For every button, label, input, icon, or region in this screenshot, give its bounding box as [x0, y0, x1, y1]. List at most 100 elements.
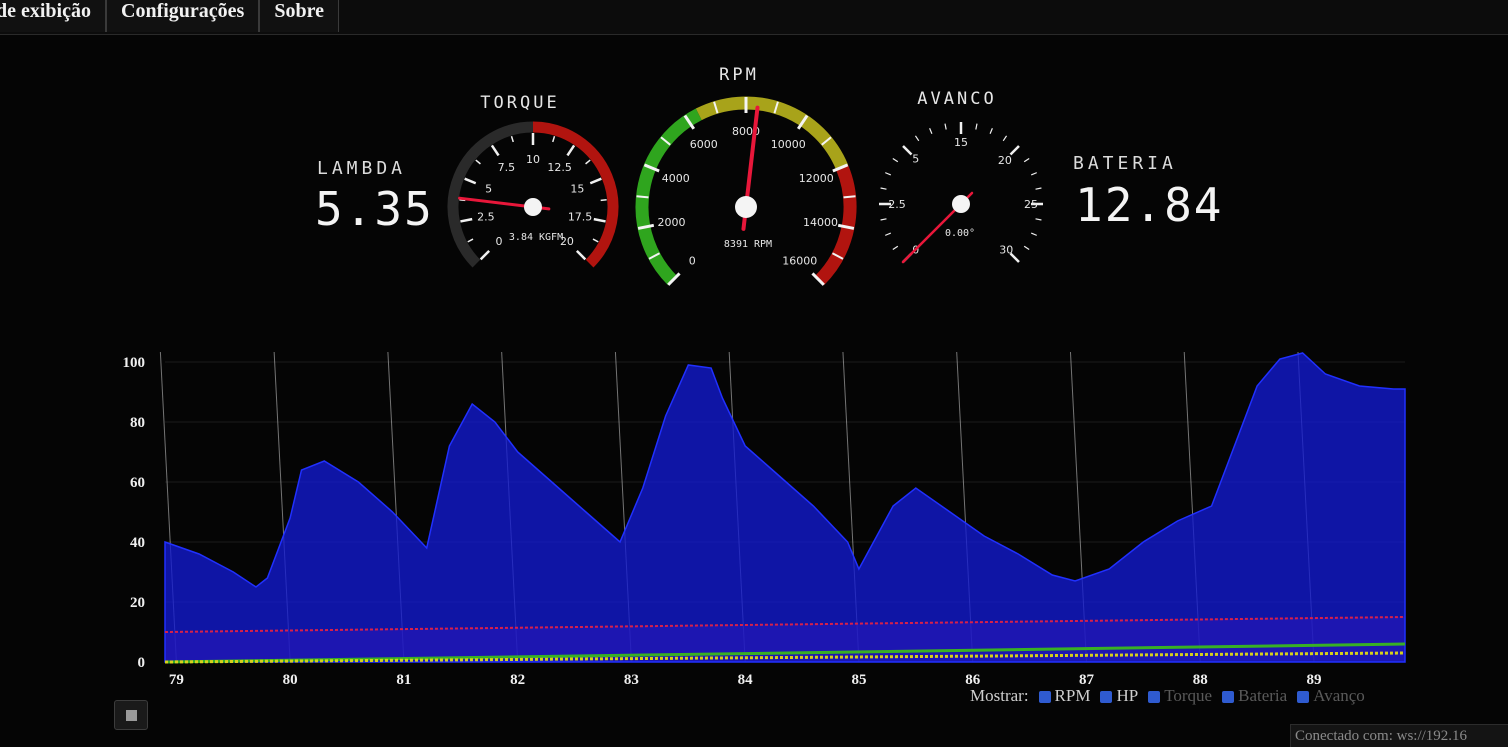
rpm-tick	[637, 223, 655, 230]
avanco-tick	[1035, 218, 1042, 221]
avanco-tick	[1030, 172, 1037, 176]
avanco-tick	[885, 172, 892, 176]
avanco-tick	[1035, 187, 1042, 190]
avanco-needle-low	[901, 202, 963, 264]
avanco-tick	[1009, 252, 1020, 263]
torque-tick	[490, 144, 500, 157]
torque-tick	[589, 177, 602, 185]
tab-bar: de exibição Configurações Sobre	[0, 0, 1508, 35]
rpm-gauge: RPM 020004000600080001000012000140001600…	[635, 65, 857, 286]
torque-tick-label: 10	[526, 153, 540, 166]
torque-tick	[566, 144, 576, 157]
legend-torque-checkbox[interactable]	[1148, 691, 1161, 703]
rpm-tick	[837, 223, 855, 230]
avanco-tick	[880, 187, 887, 190]
legend-avanco-checkbox[interactable]	[1297, 691, 1310, 703]
rpm-tick	[843, 195, 856, 199]
rpm-tick	[660, 136, 671, 146]
tab-settings[interactable]: Configurações	[106, 0, 260, 32]
x-tick-label: 87	[1079, 672, 1095, 688]
avanco-tick-label: 25	[1024, 198, 1038, 211]
lambda-label: LAMBDA	[317, 158, 407, 179]
avanco-tick-label: 15	[954, 136, 968, 149]
x-tick-label: 86	[965, 672, 981, 688]
avanco-tick	[1030, 232, 1037, 236]
torque-tick-label: 20	[560, 235, 574, 248]
torque-arc-track	[447, 121, 534, 268]
avanco-readout: 0.00°	[945, 228, 975, 239]
rpm-tick-label: 10000	[771, 138, 806, 151]
connection-status: Conectado com: ws://192.16	[1290, 724, 1508, 747]
torque-ticks: 02.5 5 7.5 10 12.5 15 17.5 20	[459, 133, 607, 261]
x-tick-label: 89	[1306, 672, 1321, 688]
x-tick-label: 88	[1193, 672, 1208, 688]
avanco-tick	[1002, 135, 1008, 142]
rpm-tick-label: 4000	[662, 172, 690, 185]
x-tick-label: 85	[851, 672, 866, 688]
rpm-readout: 8391 RPM	[724, 239, 772, 250]
torque-tick	[592, 238, 599, 243]
legend-hp-checkbox[interactable]	[1100, 691, 1113, 703]
tab-about[interactable]: Sobre	[259, 0, 339, 32]
legend-bateria-checkbox[interactable]	[1222, 691, 1235, 703]
legend-rpm-checkbox[interactable]	[1038, 691, 1051, 703]
rpm-arc-yellow	[695, 96, 849, 170]
avanco-tick-label: 2.5	[888, 198, 906, 211]
rpm-tick	[667, 272, 681, 286]
rpm-tick	[773, 101, 779, 114]
x-tick-label: 84	[738, 672, 754, 688]
legend-prefix: Mostrar:	[970, 686, 1029, 705]
torque-tick-label: 2.5	[477, 210, 495, 223]
x-tick-label: 79	[169, 672, 184, 688]
torque-tick	[593, 217, 606, 223]
avanco-tick	[914, 135, 920, 142]
torque-tick	[479, 249, 491, 261]
rpm-tick-label: 14000	[803, 216, 838, 229]
torque-tick-label: 7.5	[498, 161, 516, 174]
rpm-tick-label: 6000	[690, 138, 718, 151]
avanco-tick	[989, 128, 993, 135]
rpm-tick	[832, 163, 849, 173]
tab-display[interactable]: de exibição	[0, 0, 106, 32]
rpm-arc-green	[635, 108, 702, 286]
lambda-value: 5.35	[315, 182, 434, 236]
torque-tick-label: 5	[485, 183, 492, 196]
avanco-tick	[1023, 157, 1030, 163]
y-tick-label: 20	[130, 595, 145, 611]
rpm-tick	[648, 252, 661, 260]
x-tick-label: 81	[396, 672, 411, 688]
y-tick-label: 40	[130, 535, 145, 551]
bateria-label: BATERIA	[1073, 153, 1177, 174]
stop-icon	[125, 709, 137, 721]
stop-button[interactable]	[114, 700, 148, 730]
rpm-tick-label: 16000	[782, 255, 817, 268]
avanco-tick	[944, 123, 947, 130]
legend-avanco-label: Avanço	[1313, 686, 1365, 705]
series-torque-line	[164, 651, 1406, 664]
rpm-tick	[683, 114, 696, 130]
avanco-tick	[880, 218, 887, 221]
rpm-tick	[811, 272, 825, 286]
rpm-tick	[821, 136, 832, 146]
rpm-tick	[636, 195, 649, 199]
torque-tick	[464, 177, 477, 185]
torque-tick-label: 17.5	[568, 210, 593, 223]
avanco-tick	[902, 145, 913, 156]
y-tick-label: 100	[123, 355, 146, 371]
series-legend: Mostrar: RPM HP Torque Bateria Avanço	[970, 686, 1365, 706]
bateria-value: 12.84	[1075, 178, 1224, 232]
torque-tick-label: 12.5	[547, 161, 572, 174]
legend-torque-label: Torque	[1164, 686, 1213, 705]
torque-arc-redzone	[532, 121, 619, 268]
rpm-tick	[643, 163, 660, 173]
rpm-tick	[831, 252, 844, 260]
legend-hp-label: HP	[1116, 686, 1139, 705]
torque-tick	[600, 199, 607, 202]
torque-tick	[585, 159, 591, 165]
y-tick-label: 60	[130, 475, 145, 491]
y-tick-label: 0	[138, 655, 146, 671]
